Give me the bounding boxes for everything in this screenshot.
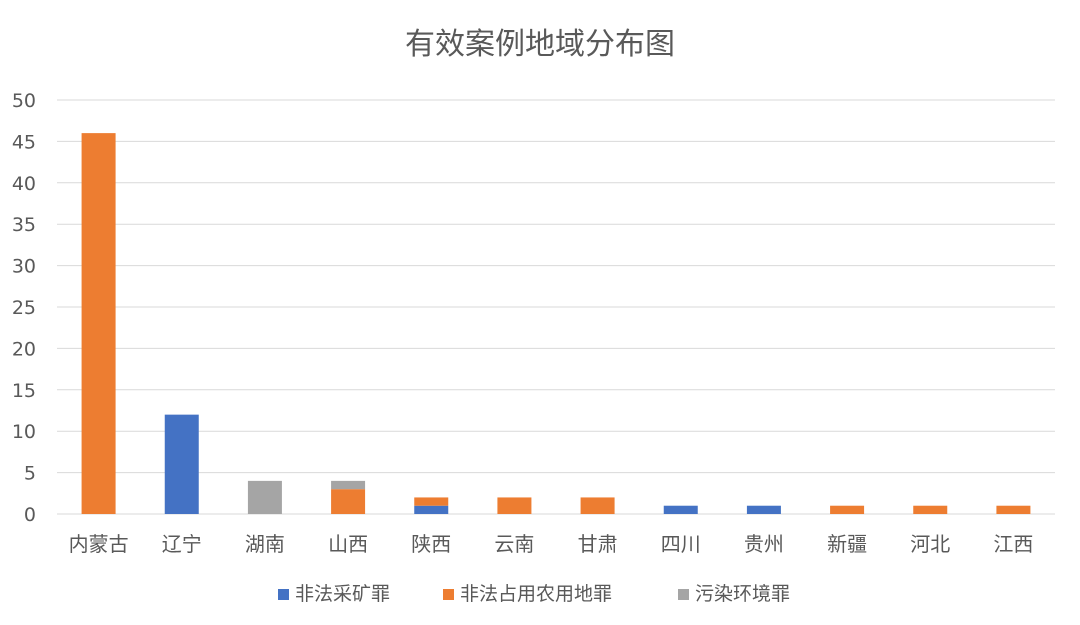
gridlines xyxy=(57,99,1055,515)
x-category-label: 山西 xyxy=(328,532,368,556)
bar-新疆-series-1 xyxy=(830,505,865,514)
bar-湖南-series-2 xyxy=(247,480,282,514)
bar-山西-series-1 xyxy=(331,489,366,514)
legend-label: 污染环境罪 xyxy=(695,583,790,605)
y-tick-label: 30 xyxy=(12,256,36,278)
x-category-label: 河北 xyxy=(910,532,950,556)
x-category-label: 湖南 xyxy=(245,532,285,556)
x-category-label: 内蒙古 xyxy=(69,532,129,556)
y-tick-label: 40 xyxy=(12,173,36,195)
x-category-label: 陕西 xyxy=(411,532,451,556)
legend-swatch xyxy=(678,589,689,600)
legend: 非法采矿罪 非法占用农用地罪 污染环境罪 xyxy=(278,583,790,605)
chart-title: 有效案例地域分布图 xyxy=(405,27,675,62)
x-category-label: 四川 xyxy=(661,532,701,556)
x-category-label: 新疆 xyxy=(827,532,867,556)
bar-陕西-series-0 xyxy=(414,505,449,514)
y-tick-label: 50 xyxy=(12,90,36,112)
bars xyxy=(81,133,1031,514)
x-category-label: 辽宁 xyxy=(162,532,202,556)
y-tick-label: 5 xyxy=(24,463,36,485)
bar-山西-series-2 xyxy=(331,480,366,490)
x-category-label: 贵州 xyxy=(744,532,784,556)
y-tick-label: 25 xyxy=(12,297,36,319)
x-category-label: 甘肃 xyxy=(578,532,618,556)
bar-辽宁-series-0 xyxy=(164,414,199,514)
bar-内蒙古-series-1 xyxy=(81,133,116,514)
y-tick-label: 20 xyxy=(12,338,36,360)
y-tick-label: 35 xyxy=(12,214,36,236)
x-axis-labels: 内蒙古 辽宁 湖南 山西 陕西 云南 甘肃 四川 贵州 新疆 河北 江西 xyxy=(69,532,1034,556)
bar-云南-series-1 xyxy=(497,497,532,514)
bar-河北-series-1 xyxy=(913,505,948,514)
legend-swatch xyxy=(443,589,454,600)
bar-四川-series-0 xyxy=(663,505,698,514)
x-category-label: 云南 xyxy=(494,532,534,556)
bar-贵州-series-0 xyxy=(746,505,781,514)
y-tick-label: 0 xyxy=(24,504,36,526)
legend-swatch xyxy=(278,589,289,600)
bar-甘肃-series-1 xyxy=(580,497,615,514)
y-tick-label: 10 xyxy=(12,421,36,443)
legend-label: 非法占用农用地罪 xyxy=(460,583,612,605)
bar-陕西-series-1 xyxy=(414,497,449,506)
legend-item: 非法占用农用地罪 xyxy=(443,583,612,605)
legend-label: 非法采矿罪 xyxy=(295,583,390,605)
x-category-label: 江西 xyxy=(993,532,1033,556)
bar-江西-series-1 xyxy=(996,505,1031,514)
y-tick-label: 15 xyxy=(12,380,36,402)
legend-item: 非法采矿罪 xyxy=(278,583,390,605)
y-tick-label: 45 xyxy=(12,131,36,153)
legend-item: 污染环境罪 xyxy=(678,583,790,605)
y-axis-ticks: 0 5 10 15 20 25 30 35 40 45 50 xyxy=(12,90,36,526)
